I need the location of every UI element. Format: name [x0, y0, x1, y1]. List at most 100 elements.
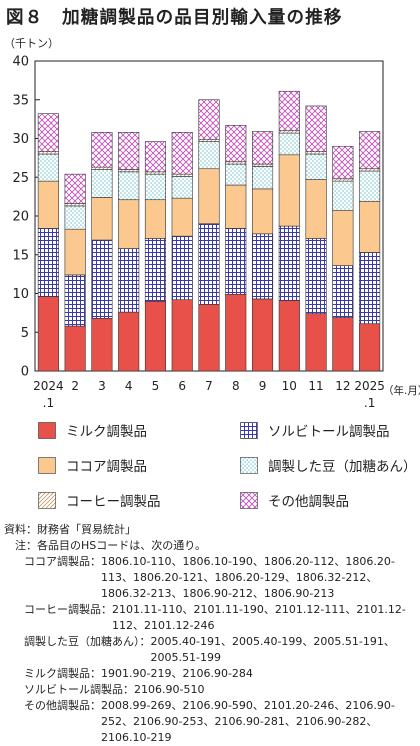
x-tick-label: 11	[308, 379, 323, 393]
legend-label: 調製した豆（加糖あん）	[268, 459, 417, 475]
legend: ミルク調製品 ソルビトール調製品 ココア調製品 調製した豆（加糖あん） コーヒー調製品 そ…	[0, 410, 420, 520]
bar-segment	[91, 197, 113, 241]
bar-segment	[332, 265, 354, 318]
x-tick-label: 3	[98, 379, 106, 393]
bar-stack	[225, 125, 247, 372]
bar-segment	[359, 323, 381, 372]
x-tick-label: 4	[125, 379, 133, 393]
hs-code-category: コーヒー調製品：	[24, 603, 112, 616]
bar-segment	[305, 153, 327, 180]
x-tick-label: 5	[152, 379, 160, 393]
hs-code-values: 1901.90-219、2106.90-284	[101, 667, 253, 680]
bar-segment	[305, 238, 327, 314]
hs-code-values: 2005.40-191、2005.40-199、2005.51-191、2005…	[150, 635, 395, 664]
y-tick-label: 0	[21, 365, 29, 380]
bar-segment	[251, 233, 274, 300]
bar-segment	[251, 166, 274, 190]
x-tick-label: 6	[178, 379, 186, 393]
source-value: 財務省「貿易統計」	[37, 523, 136, 536]
x-tick-label: 2024	[33, 379, 64, 393]
hs-code-category: その他調製品：	[24, 699, 101, 712]
bar-segment	[118, 171, 140, 201]
hs-code-category: 調製した豆（加糖あん）：	[24, 635, 151, 648]
bar-segment	[91, 169, 113, 198]
bar-segment	[37, 151, 59, 155]
bar-segment	[225, 125, 247, 163]
bar-segment	[171, 132, 193, 175]
bar-segment	[359, 170, 381, 202]
bar-segment	[118, 132, 140, 170]
hs-code-row: ココア調製品： 1806.10-110、1806.10-190、1806.20-1…	[24, 554, 418, 602]
bar-segment	[118, 311, 140, 372]
bar-segment	[171, 197, 193, 237]
legend-swatch	[38, 491, 56, 509]
bar-segment	[64, 325, 86, 372]
bar-segment	[251, 131, 274, 165]
x-axis-suffix: （年.月）	[383, 384, 420, 397]
hs-code-values: 1806.10-110、1806.10-190、1806.20-112、1806…	[101, 555, 395, 600]
hs-code-values: 2101.11-110、2101.11-190、2101.12-111、2101…	[112, 603, 406, 632]
bar-segment	[278, 225, 300, 301]
bar-segment	[64, 173, 86, 204]
bar-segment	[332, 210, 354, 266]
note-key: 注：	[4, 539, 37, 552]
bar-segment	[144, 173, 167, 201]
bar-stack	[91, 132, 113, 372]
y-tick-label: 30	[12, 132, 29, 147]
bar-segment	[278, 154, 300, 227]
bar-stack	[278, 90, 300, 372]
bar-segment	[225, 184, 247, 229]
bar-segment	[198, 99, 220, 140]
bar-segment	[305, 313, 327, 372]
bar-stack	[305, 105, 327, 372]
bar-segment	[118, 199, 140, 249]
y-axis: 0 5 10 15 20 25 30 35 40	[12, 55, 384, 380]
bar-stack	[171, 132, 193, 372]
legend-item: ソルビトール調製品	[240, 420, 390, 440]
bar-segment	[37, 228, 59, 297]
y-tick-label: 35	[12, 93, 29, 108]
chart-title: 図８ 加糖調製品の品目別輸入量の推移	[6, 8, 343, 28]
x-axis: 2024 .1 2 3 4 5 6 7 8 9 10 11 12 2025 .1	[33, 379, 385, 410]
x-tick-label: 2	[71, 379, 79, 393]
y-tick-label: 10	[12, 287, 29, 302]
legend-item: コーヒー調製品	[38, 490, 161, 510]
legend-label: その他調製品	[268, 494, 349, 510]
bar-segment	[37, 180, 59, 229]
legend-swatch	[240, 491, 258, 509]
source-key: 資料：	[4, 523, 37, 536]
bar-segment	[37, 113, 59, 152]
legend-swatch	[38, 456, 56, 474]
bar-segment	[91, 317, 113, 372]
bar-stack	[251, 131, 274, 372]
legend-item: 調製した豆（加糖あん）	[240, 455, 417, 475]
bar-stack	[359, 131, 381, 372]
bar-segment	[332, 180, 354, 211]
bar-segment	[37, 153, 59, 182]
bar-segment	[64, 228, 86, 276]
bar-stack	[198, 99, 220, 372]
bar-segment	[64, 205, 86, 230]
hs-code-row: 調製した豆（加糖あん）： 2005.40-191、2005.40-199、2005…	[24, 634, 418, 666]
hs-code-values: 2106.90-510	[134, 683, 205, 696]
bar-segment	[251, 188, 274, 235]
legend-swatch	[38, 421, 56, 439]
y-tick-label: 40	[12, 55, 29, 70]
bar-segment	[171, 173, 193, 177]
hs-code-row: ソルビトール調製品： 2106.90-510	[24, 682, 418, 698]
bar-segment	[359, 168, 381, 172]
bar-segment	[144, 238, 167, 302]
bar-segment	[171, 235, 193, 300]
x-tick-sublabel: .1	[43, 396, 54, 410]
bar-segment	[144, 199, 167, 239]
x-tick-label: 2025	[354, 379, 385, 393]
bar-stack	[332, 145, 354, 372]
hs-code-row: コーヒー調製品： 2101.11-110、2101.11-190、2101.12-…	[24, 602, 418, 634]
bar-segment	[278, 130, 300, 134]
bar-segment	[64, 274, 86, 327]
bar-segment	[198, 304, 220, 372]
bar-segment	[305, 179, 327, 239]
bar-segment	[144, 171, 167, 175]
x-tick-label: 7	[205, 379, 213, 393]
